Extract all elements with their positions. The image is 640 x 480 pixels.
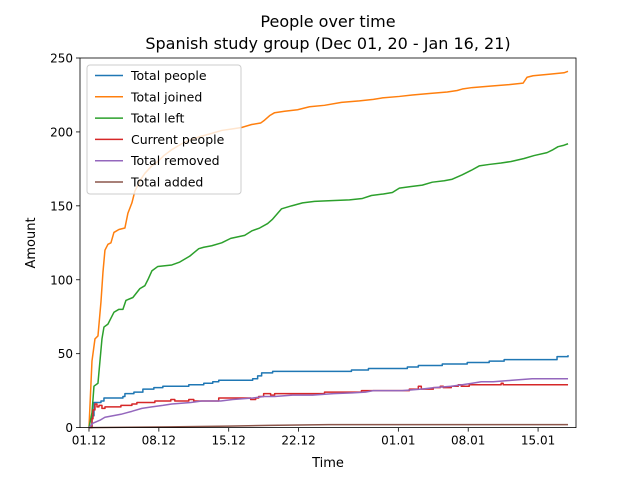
series-line-total-people — [88, 355, 569, 429]
y-tick-label: 50 — [58, 347, 73, 361]
y-tick-label: 250 — [50, 52, 73, 66]
legend-label-total-left: Total left — [130, 111, 185, 126]
legend-label-current-people: Current people — [131, 132, 225, 147]
y-axis-ticks: 0 50 100 150 200 250 — [50, 52, 80, 435]
x-tick-label: 01.01 — [381, 434, 415, 448]
x-axis-label: Time — [311, 456, 344, 471]
x-tick-label: 08.12 — [142, 434, 176, 448]
series-layer — [88, 70, 569, 429]
y-tick-label: 100 — [50, 273, 73, 287]
x-axis-ticks: 01.12 08.12 15.12 22.12 01.01 08.01 15.01 — [72, 427, 555, 448]
chart-title: People over time — [260, 12, 395, 31]
series-line-total-left — [88, 143, 569, 428]
legend-label-total-added: Total added — [130, 175, 203, 190]
legend-label-total-joined: Total joined — [130, 89, 202, 104]
legend-box — [86, 64, 242, 195]
x-tick-label: 01.12 — [72, 434, 106, 448]
legend: Total people Total joined Total left Curren… — [86, 64, 242, 195]
chart-subtitle: Spanish study group (Dec 01, 20 - Jan 16… — [145, 34, 510, 53]
y-axis-label: Amount — [24, 217, 39, 268]
x-tick-label: 08.01 — [451, 434, 485, 448]
legend-label-total-removed: Total removed — [130, 153, 220, 168]
x-tick-label: 15.01 — [521, 434, 555, 448]
x-tick-label: 22.12 — [281, 434, 315, 448]
y-tick-label: 150 — [50, 199, 73, 213]
x-tick-label: 15.12 — [212, 434, 246, 448]
series-line-total-joined — [88, 70, 569, 428]
y-tick-label: 0 — [65, 421, 73, 435]
series-line-total-added — [88, 423, 569, 429]
y-tick-label: 200 — [50, 125, 73, 139]
series-line-total-removed — [88, 378, 569, 429]
legend-label-total-people: Total people — [130, 68, 207, 83]
plot-frame — [79, 57, 577, 429]
